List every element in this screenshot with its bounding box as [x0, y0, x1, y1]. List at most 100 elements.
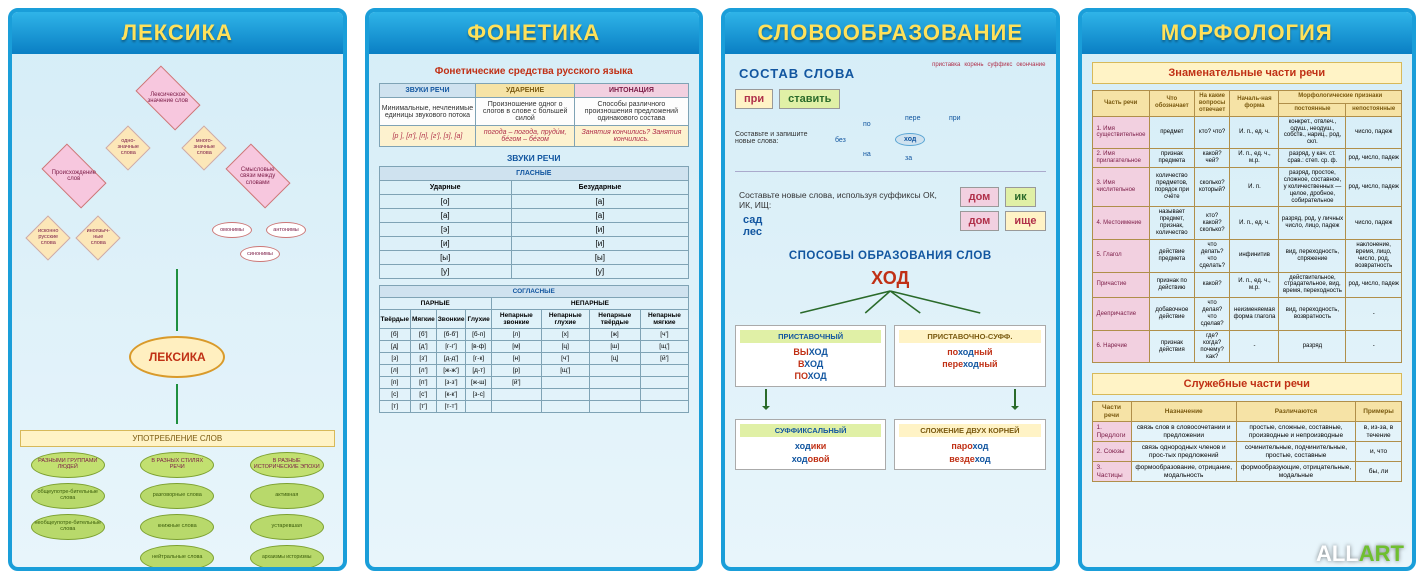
td: Произношение одног о слогов в слове с бо…: [476, 98, 574, 126]
td: И. п., ед. ч., м.р.: [1230, 149, 1279, 168]
td: [б]: [379, 329, 410, 341]
mp-table1: Часть речи Что обозначает На какие вопро…: [1092, 90, 1403, 363]
td: [491, 401, 541, 413]
th: ПАРНЫЕ: [379, 298, 491, 310]
td: Способы различного произношения предложе…: [574, 98, 688, 126]
td: наклонение, время, лицо, число, род, воз…: [1346, 240, 1402, 273]
td: признак предмета: [1149, 149, 1194, 168]
td: [541, 377, 589, 389]
td: разряд, род, у личных число, лицо, падеж: [1279, 207, 1346, 240]
lx-node-top: Лексическое значение слов: [143, 92, 193, 105]
th: Непарные глухие: [541, 310, 589, 329]
th: ИНТОНАЦИЯ: [574, 84, 688, 98]
td: [ш]: [589, 341, 640, 353]
sostav-header: СОСТАВ СЛОВА: [739, 66, 855, 81]
td: действительное, страдательное, вид, врем…: [1279, 272, 1346, 298]
td: [589, 365, 640, 377]
title-morph: МОРФОЛОГИЯ: [1082, 12, 1413, 54]
td: число, падеж: [1346, 116, 1402, 149]
td: [ы]: [379, 251, 511, 265]
td: [щ']: [541, 365, 589, 377]
td: вид, переходность, возвратность: [1279, 298, 1346, 331]
td: [м]: [491, 341, 541, 353]
ways-grid: ПРИСТАВОЧНЫЙ ВЫХОДВХОДПОХОД ПРИСТАВОЧНО-…: [735, 325, 1046, 387]
arrow: [176, 269, 178, 331]
prompt: Составьте новые слова, используя суффикс…: [739, 190, 937, 210]
col-item: общеупотре-бительные слова: [31, 483, 105, 509]
title-lexika: ЛЕКСИКА: [12, 12, 343, 54]
fn-vowels-table: ГЛАСНЫЕ УдарныеБезударные [о][а] [а][а] …: [379, 166, 690, 279]
td: [п]: [379, 377, 410, 389]
td: [л]: [379, 365, 410, 377]
lx-o3: синонимы: [240, 246, 280, 262]
td: бы, ли: [1356, 462, 1402, 482]
td: добавочное действие: [1149, 298, 1194, 331]
th: Часть речи: [1092, 91, 1149, 117]
td: Занятия кончились? Занятия кончились.: [574, 126, 688, 147]
td: [и]: [379, 237, 511, 251]
td: простые, сложные, составные, производные…: [1236, 422, 1355, 442]
th: Назначение: [1131, 402, 1236, 422]
lx-s3: исконно русские слова: [35, 229, 61, 246]
usage-columns: РАЗНЫМИ ГРУППАМИ ЛЮДЕЙ общеупотре-битель…: [16, 452, 339, 567]
label: окончание: [1016, 62, 1045, 68]
th: Непарные звонкие: [491, 310, 541, 329]
td: [у]: [379, 265, 511, 279]
td: [п']: [410, 377, 436, 389]
th: Ударные: [379, 181, 511, 195]
td: род, число, падеж: [1346, 168, 1402, 207]
arrows-down: [735, 389, 1046, 409]
td: Деепричастие: [1092, 298, 1149, 331]
td: 2. Союзы: [1092, 442, 1131, 462]
td: [л]: [491, 329, 541, 341]
td: И. п., ед. ч.: [1230, 116, 1279, 149]
td: [ц]: [541, 341, 589, 353]
td: [б-б']: [436, 329, 466, 341]
cell-h: СУФФИКСАЛЬНЫЙ: [740, 424, 881, 437]
td: количество предметов, порядок при счёте: [1149, 168, 1194, 207]
td: какой?: [1194, 272, 1230, 298]
sub-header: ЗВУКИ РЕЧИ: [379, 153, 690, 163]
td: [с']: [410, 389, 436, 401]
td: -: [1230, 330, 1279, 363]
panel-fonetika: ФОНЕТИКА Фонетические средства русского …: [365, 8, 704, 571]
mp-sec2-title: Служебные части речи: [1092, 373, 1403, 395]
td: [н]: [491, 353, 541, 365]
th: Безударные: [511, 181, 688, 195]
td: [д]: [379, 341, 410, 353]
lx-o1: омонимы: [212, 222, 252, 238]
td: предмет: [1149, 116, 1194, 149]
td: [г-г']: [436, 341, 466, 353]
label: суффикс: [987, 62, 1012, 68]
td: [а]: [511, 195, 688, 209]
td: 6. Наречие: [1092, 330, 1149, 363]
th: Звонкие: [436, 310, 466, 329]
td: [640, 389, 688, 401]
td: что делать? что сделать?: [1194, 240, 1230, 273]
th: СОГЛАСНЫЕ: [379, 286, 689, 298]
cell-ex: ВЫХОДВХОДПОХОД: [740, 346, 881, 382]
word-les: лес: [743, 226, 762, 238]
col-item: нейтральные слова: [140, 545, 214, 567]
td: Причастие: [1092, 272, 1149, 298]
th: Глухие: [466, 310, 491, 329]
box-ishe: ище: [1005, 211, 1045, 231]
td: и, что: [1356, 442, 1402, 462]
td: [б-п]: [466, 329, 491, 341]
cell-ex: пароходвездеход: [899, 440, 1040, 464]
mp-sec1-title: Знаменательные части речи: [1092, 62, 1403, 84]
label: корень: [964, 62, 983, 68]
td: [589, 389, 640, 401]
word-sad: сад: [743, 214, 762, 226]
root: пере: [905, 115, 920, 122]
td: [з']: [410, 353, 436, 365]
td: связь однородных членов и прос-тых предл…: [1131, 442, 1236, 462]
td: -: [1346, 330, 1402, 363]
box-dom: дом: [960, 187, 1000, 207]
td: что делая? что сделав?: [1194, 298, 1230, 331]
td: 1. Имя существительное: [1092, 116, 1149, 149]
th: Началь-ная форма: [1230, 91, 1279, 117]
lx-s4: иноязыч-ные слова: [85, 229, 111, 246]
td: [589, 377, 640, 389]
td: [р ], [л'], [п], [г'], [з], [а]: [379, 126, 476, 147]
